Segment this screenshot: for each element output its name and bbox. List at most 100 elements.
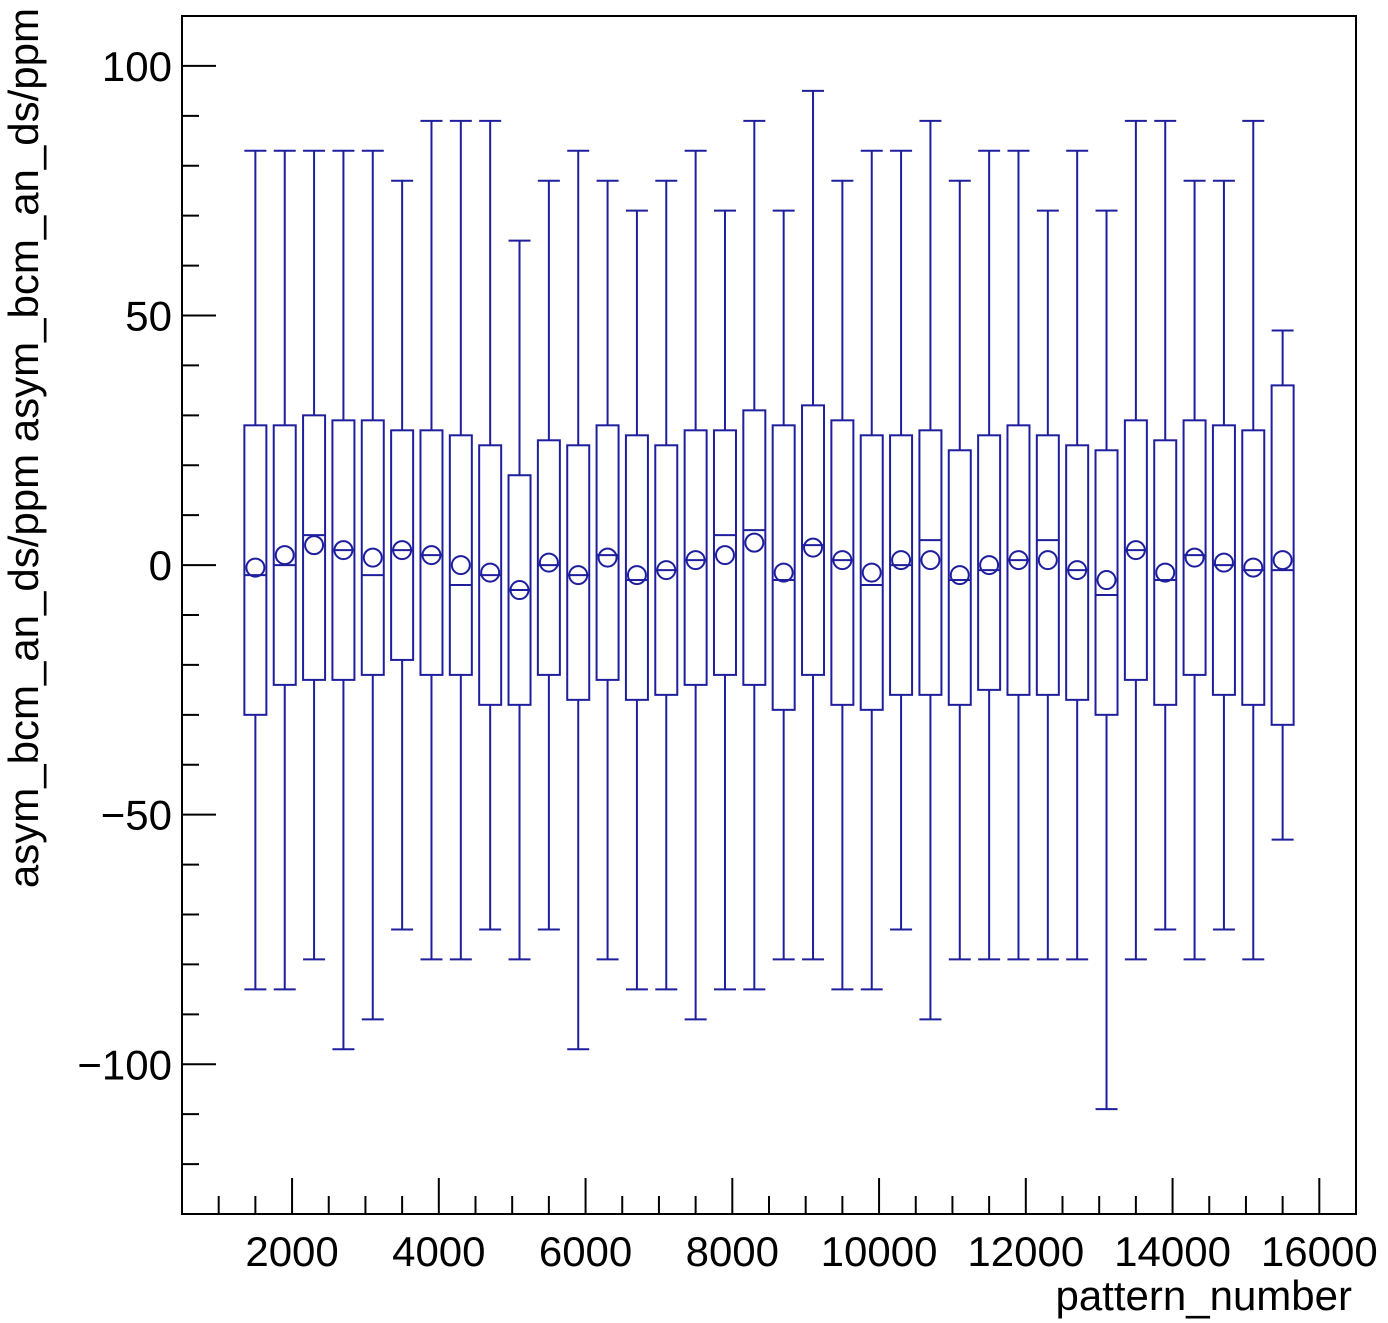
mean-marker <box>421 545 442 566</box>
y-tick-label: −100 <box>77 1041 172 1088</box>
box-iqr <box>947 449 972 706</box>
box-iqr <box>1211 424 1236 696</box>
box-group <box>977 149 1002 961</box>
box-group <box>448 119 473 961</box>
box-group <box>302 149 327 961</box>
mean-marker <box>304 535 325 556</box>
plot-frame <box>181 15 1357 1215</box>
x-tick-label: 16000 <box>1261 1228 1378 1275</box>
box-marks <box>243 89 1295 1111</box>
box-group <box>1182 179 1207 961</box>
mean-marker <box>979 555 1000 576</box>
x-tick-label: 14000 <box>1114 1228 1231 1275</box>
y-axis-label: asym_bcm_an_ds/ppm asym_bcm_an_ds/ppm <box>0 8 47 888</box>
box-group <box>859 149 884 991</box>
box-group <box>742 119 767 991</box>
box-iqr <box>302 414 327 681</box>
box-iqr <box>536 439 561 676</box>
mean-marker <box>949 565 970 586</box>
mean-marker <box>920 550 941 571</box>
mean-marker <box>1096 570 1117 591</box>
box-group <box>1211 179 1236 931</box>
mean-marker <box>1008 550 1029 571</box>
mean-marker <box>1213 552 1234 573</box>
y-tick-label: 0 <box>149 542 172 589</box>
mean-marker <box>509 580 530 601</box>
mean-marker <box>1125 540 1146 561</box>
mean-marker <box>274 545 295 566</box>
box-group <box>536 179 561 931</box>
mean-marker <box>1067 560 1088 581</box>
box-group <box>1035 209 1060 961</box>
box-iqr <box>390 429 415 661</box>
box-group <box>654 179 679 991</box>
x-tick-label: 2000 <box>245 1228 338 1275</box>
axes: −100 −50 0 50 100 2000 4000 6000 8000 10000 12000 1… <box>77 15 1378 1275</box>
x-axis-label: pattern_number <box>1055 1272 1352 1319</box>
box-iqr <box>977 434 1002 691</box>
box-group <box>947 179 972 961</box>
box-iqr <box>1270 384 1295 726</box>
mean-marker <box>1184 547 1205 568</box>
x-tick-label: 12000 <box>967 1228 1084 1275</box>
box-iqr <box>448 434 473 676</box>
box-group <box>478 119 503 931</box>
box-iqr <box>859 434 884 711</box>
box-iqr <box>1241 429 1266 706</box>
box-group <box>830 179 855 991</box>
mean-marker <box>832 550 853 571</box>
box-group <box>1006 149 1031 961</box>
x-tick-label: 6000 <box>539 1228 632 1275</box>
mean-marker <box>714 545 735 566</box>
box-group <box>712 209 737 991</box>
x-tick-label: 10000 <box>821 1228 938 1275</box>
box-group <box>1094 209 1119 1111</box>
mean-marker <box>1272 550 1293 571</box>
mean-marker <box>626 565 647 586</box>
y-tick-label: 100 <box>102 43 172 90</box>
box-group <box>360 149 385 1021</box>
mean-marker <box>1243 557 1264 578</box>
mean-marker <box>891 550 912 571</box>
mean-marker <box>362 547 383 568</box>
box-group <box>243 149 268 991</box>
mean-marker <box>450 555 471 576</box>
mean-marker <box>685 550 706 571</box>
box-group <box>889 149 914 931</box>
box-iqr <box>1035 434 1060 696</box>
box-iqr <box>1153 439 1178 706</box>
mean-marker <box>333 540 354 561</box>
mean-marker <box>1155 562 1176 583</box>
box-iqr <box>360 419 385 676</box>
mean-marker <box>245 557 266 578</box>
mean-marker <box>480 562 501 583</box>
box-iqr <box>272 424 297 686</box>
box-iqr <box>712 429 737 676</box>
y-tick-label: −50 <box>101 792 172 839</box>
mean-marker <box>803 537 824 558</box>
box-iqr <box>801 404 826 676</box>
box-iqr <box>742 409 767 686</box>
x-tick-label: 4000 <box>392 1228 485 1275</box>
box-iqr <box>771 424 796 711</box>
x-tick-label: 8000 <box>686 1228 779 1275</box>
box-iqr <box>830 419 855 706</box>
box-group <box>566 149 591 1051</box>
mean-marker <box>538 552 559 573</box>
box-iqr <box>1094 449 1119 716</box>
box-iqr <box>683 429 708 686</box>
box-group <box>683 149 708 1021</box>
box-iqr <box>595 424 620 681</box>
box-group <box>918 119 943 1021</box>
box-group <box>771 209 796 961</box>
box-group <box>419 119 444 961</box>
mean-marker <box>744 532 765 553</box>
box-group <box>331 149 356 1051</box>
box-group <box>1123 119 1148 961</box>
box-group <box>507 239 532 961</box>
box-group <box>801 89 826 961</box>
box-iqr <box>243 424 268 716</box>
box-group <box>1241 119 1266 961</box>
